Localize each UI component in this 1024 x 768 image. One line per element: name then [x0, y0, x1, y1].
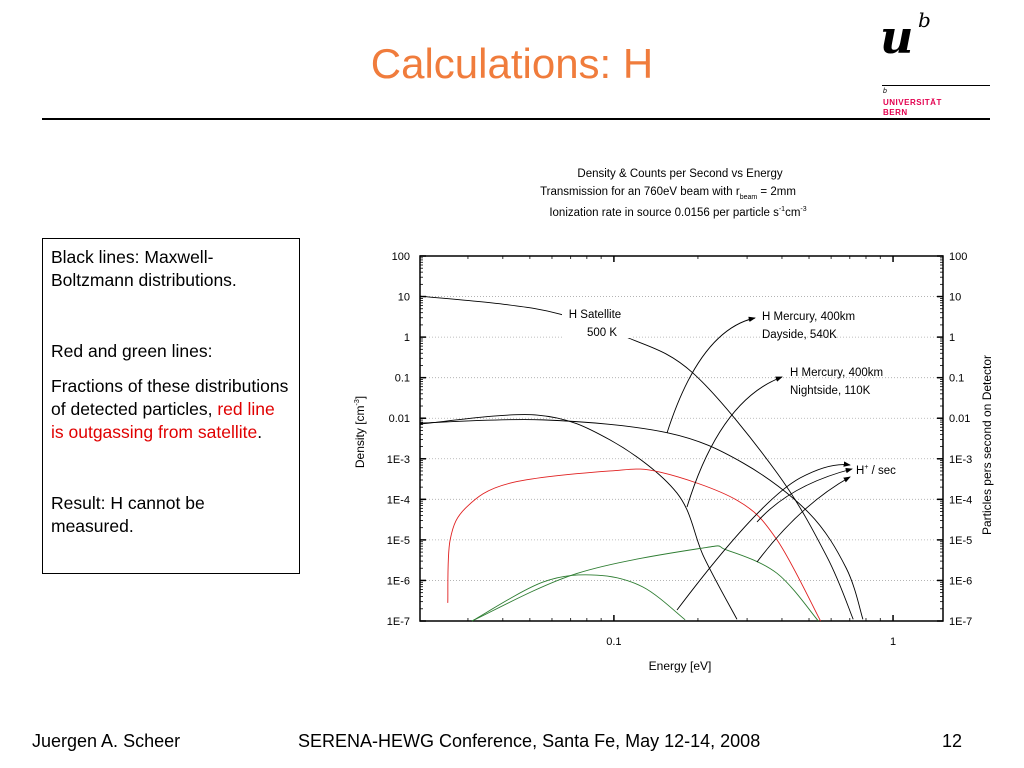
text-period: .: [257, 422, 263, 442]
annotation-satellite-2: 500 K: [587, 327, 617, 339]
y-tick-label: 1E-6: [387, 575, 410, 587]
y2-axis-label: Particles pers second on Detector: [980, 355, 994, 535]
satellite-label-bg: [562, 304, 632, 338]
y-axis-label-sup: -3: [354, 399, 361, 405]
y-tick-label: 1E-3: [387, 454, 410, 466]
series-line: [419, 419, 864, 620]
annotation-nightside-1: H Mercury, 400km: [790, 367, 883, 379]
grid: [420, 296, 943, 581]
y2-tick-label: 1: [949, 332, 955, 344]
y2-tick-label: 1E-3: [949, 454, 972, 466]
chart-title-2: Transmission for an 760eV beam with rbea…: [540, 186, 796, 201]
chart-title-3b: cm: [785, 207, 800, 219]
text-fractions-a: Fractions of these distributions of dete…: [51, 376, 289, 419]
text-red-green: Red and green lines:: [51, 341, 213, 361]
chart-title-1: Density & Counts per Second vs Energy: [577, 168, 782, 180]
chart-title-3: Ionization rate in source 0.0156 per par…: [549, 206, 806, 219]
arrow-dayside: [666, 316, 756, 434]
title-rule: [42, 118, 990, 120]
arrow-hplus-1: [676, 461, 851, 611]
logo-small-b: b: [883, 88, 887, 95]
x-tick-label: 0.1: [606, 636, 621, 648]
explanation-textbox: Black lines: Maxwell-Boltzmann distribut…: [42, 238, 300, 574]
text-black-lines: Black lines: Maxwell-Boltzmann distribut…: [51, 247, 237, 290]
axis-ticks: [420, 255, 943, 622]
y2-tick-label: 1E-6: [949, 575, 972, 587]
y2-tick-label: 1E-5: [949, 535, 972, 547]
chart-title-2b: = 2mm: [757, 186, 796, 198]
plot-frame: [419, 255, 944, 622]
y-tick-label: 1E-4: [387, 494, 410, 506]
y2-tick-label: 0.01: [949, 413, 970, 425]
series-line: [419, 295, 854, 620]
text-result: Result: H cannot be measured.: [51, 493, 205, 536]
logo-divider: [882, 85, 990, 86]
footer-author: Juergen A. Scheer: [32, 731, 181, 751]
y2-tick-label: 100: [949, 251, 967, 263]
tick-labels: 100 100 10 10 1 1 0.1 0.1 0.01 0.01 1E-3 1E-3 1E-4 1E…: [387, 251, 973, 648]
chart-title-2a: Transmission for an 760eV beam with r: [540, 186, 740, 198]
y-tick-label: 0.01: [389, 413, 410, 425]
arrow-hplus-2: [756, 467, 853, 523]
chart-title-2-sub: beam: [740, 194, 758, 201]
logo-superscript: b: [918, 8, 931, 32]
annotation-dayside-1: H Mercury, 400km: [762, 311, 855, 323]
y-tick-label: 0.1: [395, 373, 410, 385]
x-tick-label: 1: [890, 636, 896, 648]
y-tick-label: 1E-7: [387, 616, 410, 628]
chart-title-3-sup1: -1: [779, 206, 785, 213]
arrow-nightside: [686, 376, 783, 508]
y-tick-label: 100: [392, 251, 410, 263]
logo-text: UNIVERSITÄT BERN: [883, 98, 942, 118]
annotation-nightside-2: Nightside, 110K: [790, 385, 871, 397]
annotation-hplus-sup: +: [864, 464, 868, 471]
annotation-hplus-end: / sec: [868, 465, 896, 477]
annotation-dayside-2: Dayside, 540K: [762, 329, 837, 341]
chart-title-3-sup2: -3: [800, 206, 806, 213]
logo-line2: BERN: [883, 108, 908, 117]
text-red-note: red line is outgassing from satellite: [51, 399, 275, 442]
y-axis-label-a: Density [cm: [353, 405, 367, 468]
series-line: [419, 414, 738, 620]
y-axis-label: Density [cm-3]: [353, 396, 367, 468]
series-line: [447, 468, 821, 622]
annotation-hplus-a: H: [856, 465, 864, 477]
series-line: [471, 545, 819, 622]
logo-line1: UNIVERSITÄT: [883, 98, 942, 107]
annotation-satellite-1: H Satellite: [569, 309, 621, 321]
footer-conference: SERENA-HEWG Conference, Santa Fe, May 12…: [298, 731, 761, 751]
y-axis-label-end: ]: [353, 396, 367, 399]
curves: [419, 295, 864, 622]
arrow-hplus-3: [756, 476, 851, 563]
slide-title: Calculations: H: [370, 40, 654, 87]
text-fractions: Fractions of these distributions of dete…: [51, 375, 291, 444]
x-axis-label: Energy [eV]: [649, 659, 712, 673]
university-logo: u: [880, 10, 914, 64]
y2-tick-label: 0.1: [949, 373, 964, 385]
y2-tick-label: 1E-4: [949, 494, 972, 506]
footer-page-number: 12: [942, 731, 963, 751]
y2-tick-label: 1E-7: [949, 616, 972, 628]
annotation-hplus: H+ / sec: [856, 464, 896, 477]
chart-title-3a: Ionization rate in source 0.0156 per par…: [549, 207, 779, 219]
y-tick-label: 1: [404, 332, 410, 344]
y-tick-label: 1E-5: [387, 535, 410, 547]
y2-tick-label: 10: [949, 292, 961, 304]
y-tick-label: 10: [398, 292, 410, 304]
series-line: [471, 574, 686, 622]
